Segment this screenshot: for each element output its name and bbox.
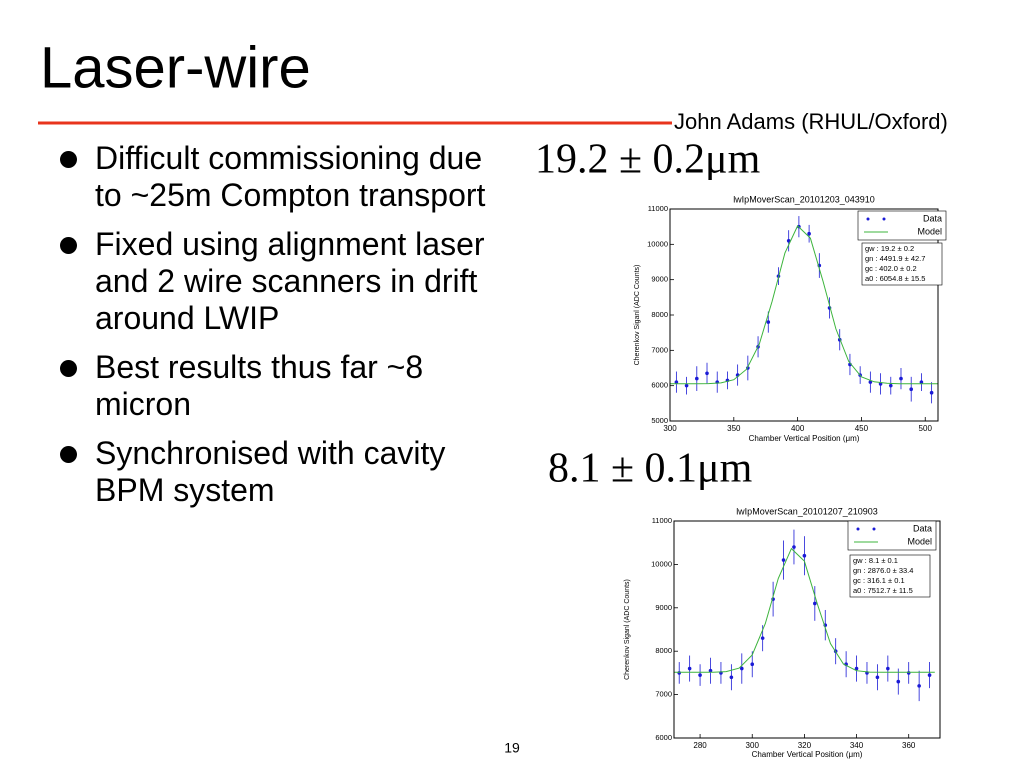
legend-label: Model [907,536,932,546]
y-tick-label: 7000 [651,345,668,354]
parameter-box [849,554,931,598]
y-tick-label: 10000 [647,239,668,248]
x-tick-label: 350 [727,424,741,433]
y-axis-label: Cherenkov Siganl (ADC Counts) [624,579,631,680]
data-point [888,383,893,388]
x-axis-label: Chamber Vertical Position (μm) [749,434,860,443]
x-axis-label: Chamber Vertical Position (μm) [752,750,863,759]
data-point [729,675,734,680]
y-tick-label: 8000 [651,310,668,319]
data-point [677,671,682,675]
legend-label: Data [913,523,932,533]
x-tick-label: 400 [791,424,805,433]
x-tick-label: 300 [746,741,760,750]
data-point [695,376,699,381]
parameter-text: gn : 2876.0 ± 33.4 [853,566,913,575]
y-tick-label: 9000 [651,275,668,284]
data-point [917,684,921,688]
parameter-text: gn : 4491.9 ± 42.7 [865,254,925,263]
y-tick-label: 7000 [655,690,672,699]
legend-box [857,210,947,241]
bullet: Synchronised with cavity BPM system [58,435,508,509]
data-point [674,380,679,384]
chart-title: lwIpMoverScan_20101207_210903 [736,506,878,516]
legend-swatch [872,527,876,531]
legend-swatch [866,217,870,221]
plot-frame [673,520,941,739]
x-tick-label: 300 [663,424,677,433]
data-point [899,376,903,381]
data-point [786,239,791,243]
x-tick-label: 360 [902,741,916,750]
parameter-text: gw : 19.2 ± 0.2 [865,244,914,253]
data-point [708,668,713,673]
data-point [929,390,934,395]
parameter-text: gc : 402.0 ± 0.2 [865,264,917,273]
data-point [807,231,811,236]
model-line [670,225,938,385]
page-number: 19 [504,740,520,756]
x-tick-label: 320 [798,741,812,750]
bullet: Fixed using alignment laser and 2 wire s… [58,226,508,337]
data-point [705,371,709,376]
y-tick-label: 8000 [655,646,672,655]
parameter-box [861,242,943,286]
y-tick-label: 10000 [651,559,672,568]
y-axis-label: Cherenkov Siganl (ADC Counts) [634,265,641,366]
result-formula: 8.1 ± 0.1μm [548,446,753,492]
author: John Adams (RHUL/Oxford) [674,109,948,134]
x-tick-label: 340 [850,741,864,750]
data-point [760,636,765,640]
data-point [909,387,913,392]
data-point [740,666,744,671]
data-point [896,679,901,684]
chart: lwIpMoverScan_20101207_210903 Chamber Ver… [615,490,985,768]
data-point [750,662,755,667]
data-point [684,383,689,388]
model-line [674,547,935,673]
data-point [868,380,873,384]
x-tick-label: 280 [693,741,707,750]
legend-label: Model [917,226,942,236]
data-point [927,673,932,677]
parameter-text: a0 : 6054.8 ± 15.5 [865,274,925,283]
parameter-text: a0 : 7512.7 ± 11.5 [853,586,913,595]
chart-title: lwIpMoverScan_20101203_043910 [733,194,875,204]
y-tick-label: 5000 [651,416,668,425]
bullet-list: Difficult commissioning due to ~25m Comp… [58,140,508,521]
data-point [802,553,807,558]
legend-box [847,520,937,551]
legend-swatch [856,527,860,531]
data-point [813,601,817,606]
data-point [766,320,771,324]
y-tick-label: 9000 [655,603,672,612]
data-point [698,673,702,677]
bullet: Best results thus far ~8 micron [58,349,508,423]
data-point [906,671,911,675]
slide-title: Laser-wire [40,35,311,100]
y-tick-label: 6000 [655,733,672,742]
plot-frame [669,208,939,422]
data-point [687,666,692,671]
x-tick-label: 500 [919,424,933,433]
y-tick-label: 6000 [651,381,668,390]
parameter-text: gw : 8.1 ± 0.1 [853,556,898,565]
result-formula: 19.2 ± 0.2μm [535,137,761,183]
y-tick-label: 11000 [648,204,668,213]
chart: lwIpMoverScan_20101203_043910 Chamber Ver… [625,180,985,452]
x-tick-label: 450 [855,424,869,433]
y-tick-label: 11000 [652,516,672,525]
data-point [781,558,786,562]
legend-swatch [882,217,886,221]
legend-label: Data [923,213,942,223]
data-point [886,666,890,671]
data-point [919,380,924,384]
data-point [854,666,859,671]
parameter-text: gc : 316.1 ± 0.1 [853,576,905,585]
data-point [792,545,796,549]
data-point [875,675,880,680]
bullet: Difficult commissioning due to ~25m Comp… [58,140,508,214]
